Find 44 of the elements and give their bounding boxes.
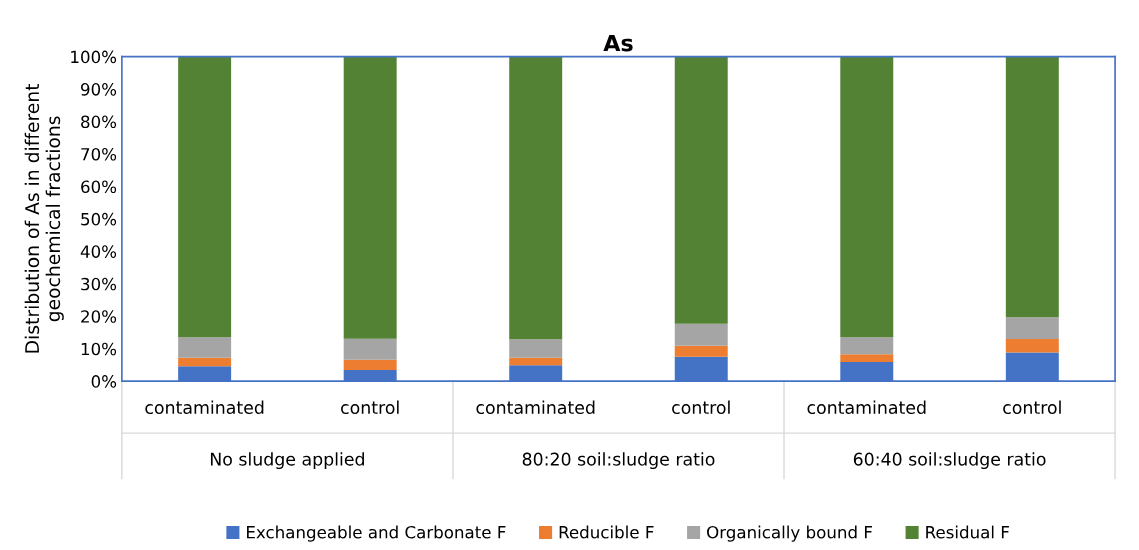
bar	[1005, 56, 1059, 318]
bar	[1005, 338, 1059, 353]
text: No sludge applied	[210, 452, 364, 470]
y-tick-label: 40%	[80, 245, 117, 258]
bar	[674, 56, 728, 324]
bar	[343, 338, 397, 360]
legend-label: Residual F	[926, 525, 1009, 539]
y-tick-label: 60%	[81, 180, 117, 194]
bar	[178, 337, 232, 358]
y-tick-label: 0%	[91, 375, 117, 388]
y-tick-label: 10%	[81, 342, 117, 356]
chart-title: As	[603, 34, 633, 52]
y-tick-label: 90%	[81, 83, 117, 96]
y-axis-title: Distribution of As in different geochemical fractions	[24, 83, 64, 353]
bar	[509, 56, 563, 340]
bar	[840, 337, 894, 355]
y-tick-label: 70%	[81, 147, 117, 161]
bar	[509, 339, 563, 358]
x-tick-label: contaminated	[145, 400, 264, 415]
bar	[343, 56, 397, 339]
y-tick-label: 80%	[81, 115, 117, 129]
bar	[178, 357, 232, 367]
x-tick-label: contaminated	[476, 400, 595, 415]
x-tick-label: control	[341, 400, 399, 415]
legend-label: Organically bound F	[707, 525, 872, 542]
y-tick-label: 100%	[71, 50, 117, 64]
legend-label: Exchangeable and Carbonate F	[247, 525, 506, 542]
bar	[343, 359, 397, 371]
legend-label: Reducible F	[559, 525, 654, 539]
bar	[1005, 317, 1059, 339]
x-tick-label: control	[672, 400, 730, 415]
bar	[178, 56, 232, 338]
y-tick-label: 20%	[81, 310, 117, 323]
y-tick-label: 50%	[81, 212, 117, 226]
text: 60:40 soil:sludge ratio	[853, 452, 1046, 470]
bar	[509, 357, 563, 366]
text: 80:20 soil:sludge ratio	[522, 452, 715, 470]
bar	[674, 323, 728, 346]
x-tick-label: contaminated	[807, 400, 926, 415]
bar	[840, 56, 894, 338]
bar	[674, 345, 728, 357]
bar	[840, 354, 894, 362]
y-tick-label: 30%	[81, 277, 117, 291]
x-tick-label: control	[1003, 400, 1061, 415]
